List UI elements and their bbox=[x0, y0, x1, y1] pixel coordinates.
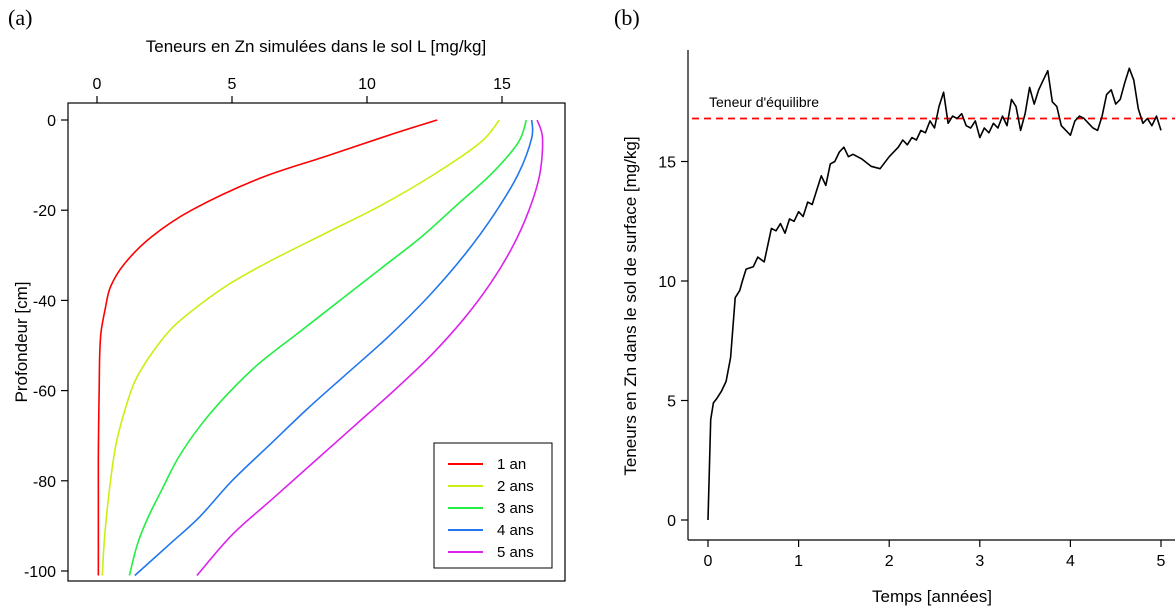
y-tick-label-a: 0 bbox=[47, 113, 56, 130]
legend-box bbox=[433, 442, 553, 569]
series-line-1 bbox=[97, 119, 438, 576]
x-tick-label-b: 0 bbox=[704, 553, 713, 570]
series-line-4 bbox=[134, 119, 534, 577]
plot-frame-a bbox=[67, 102, 566, 582]
series-line-5 bbox=[196, 119, 544, 577]
series-group-b bbox=[692, 67, 1175, 521]
y-tick-label-b: 0 bbox=[667, 513, 676, 530]
x-axis-title-b: Temps [années] bbox=[872, 587, 992, 606]
x-tick-label-b: 1 bbox=[794, 553, 803, 570]
series-line-zn-surface bbox=[707, 67, 1162, 521]
x-tick-label-b: 3 bbox=[975, 553, 984, 570]
legend-label-4: 4 ans bbox=[497, 522, 534, 539]
y-axis-title-b: Teneurs en Zn dans le sol de surface [mg… bbox=[621, 136, 640, 475]
x-tick-label-b: 5 bbox=[1157, 553, 1166, 570]
panel-label-a: (a) bbox=[8, 5, 32, 30]
legend-label-5: 5 ans bbox=[497, 544, 534, 561]
y-tick-label-a: -100 bbox=[24, 564, 56, 581]
ticks-b: 0 1 2 3 4 5 0 5 10 15 bbox=[658, 155, 1165, 571]
x-tick-label-a: 10 bbox=[358, 76, 376, 93]
y-tick-label-a: -20 bbox=[33, 203, 56, 220]
chart-b: Temps [années] Teneurs en Zn dans le sol… bbox=[621, 50, 1175, 606]
series-group-a bbox=[97, 119, 544, 577]
y-tick-label-a: -80 bbox=[33, 474, 56, 491]
legend-label-1: 1 an bbox=[497, 456, 526, 473]
panel-label-b: (b) bbox=[614, 5, 640, 30]
y-tick-label-b: 10 bbox=[658, 274, 676, 291]
y-axis-title-a: Profondeur [cm] bbox=[12, 282, 31, 403]
y-tick-label-a: -40 bbox=[33, 293, 56, 310]
x-tick-label-b: 4 bbox=[1066, 553, 1075, 570]
reference-line-label: Teneur d'équilibre bbox=[709, 94, 819, 110]
x-tick-label-a: 0 bbox=[93, 76, 102, 93]
legend-label-2: 2 ans bbox=[497, 478, 534, 495]
series-line-3 bbox=[128, 119, 528, 576]
y-tick-label-b: 5 bbox=[667, 394, 676, 411]
legend-label-3: 3 ans bbox=[497, 500, 534, 517]
legend-a: 1 an 2 ans 3 ans 4 ans 5 ans bbox=[433, 442, 553, 569]
y-tick-label-a: -60 bbox=[33, 384, 56, 401]
chart-a: Teneurs en Zn simulées dans le sol L [mg… bbox=[12, 37, 566, 582]
series-line-2 bbox=[101, 119, 500, 576]
x-tick-label-a: 5 bbox=[228, 76, 237, 93]
x-axis-title-a: Teneurs en Zn simulées dans le sol L [mg… bbox=[146, 37, 486, 56]
x-tick-label-b: 2 bbox=[885, 553, 894, 570]
ticks-a: 0 5 10 15 0 -20 -40 -60 -80 -100 bbox=[24, 76, 511, 581]
y-tick-label-b: 15 bbox=[658, 155, 676, 172]
x-tick-label-a: 15 bbox=[493, 76, 511, 93]
